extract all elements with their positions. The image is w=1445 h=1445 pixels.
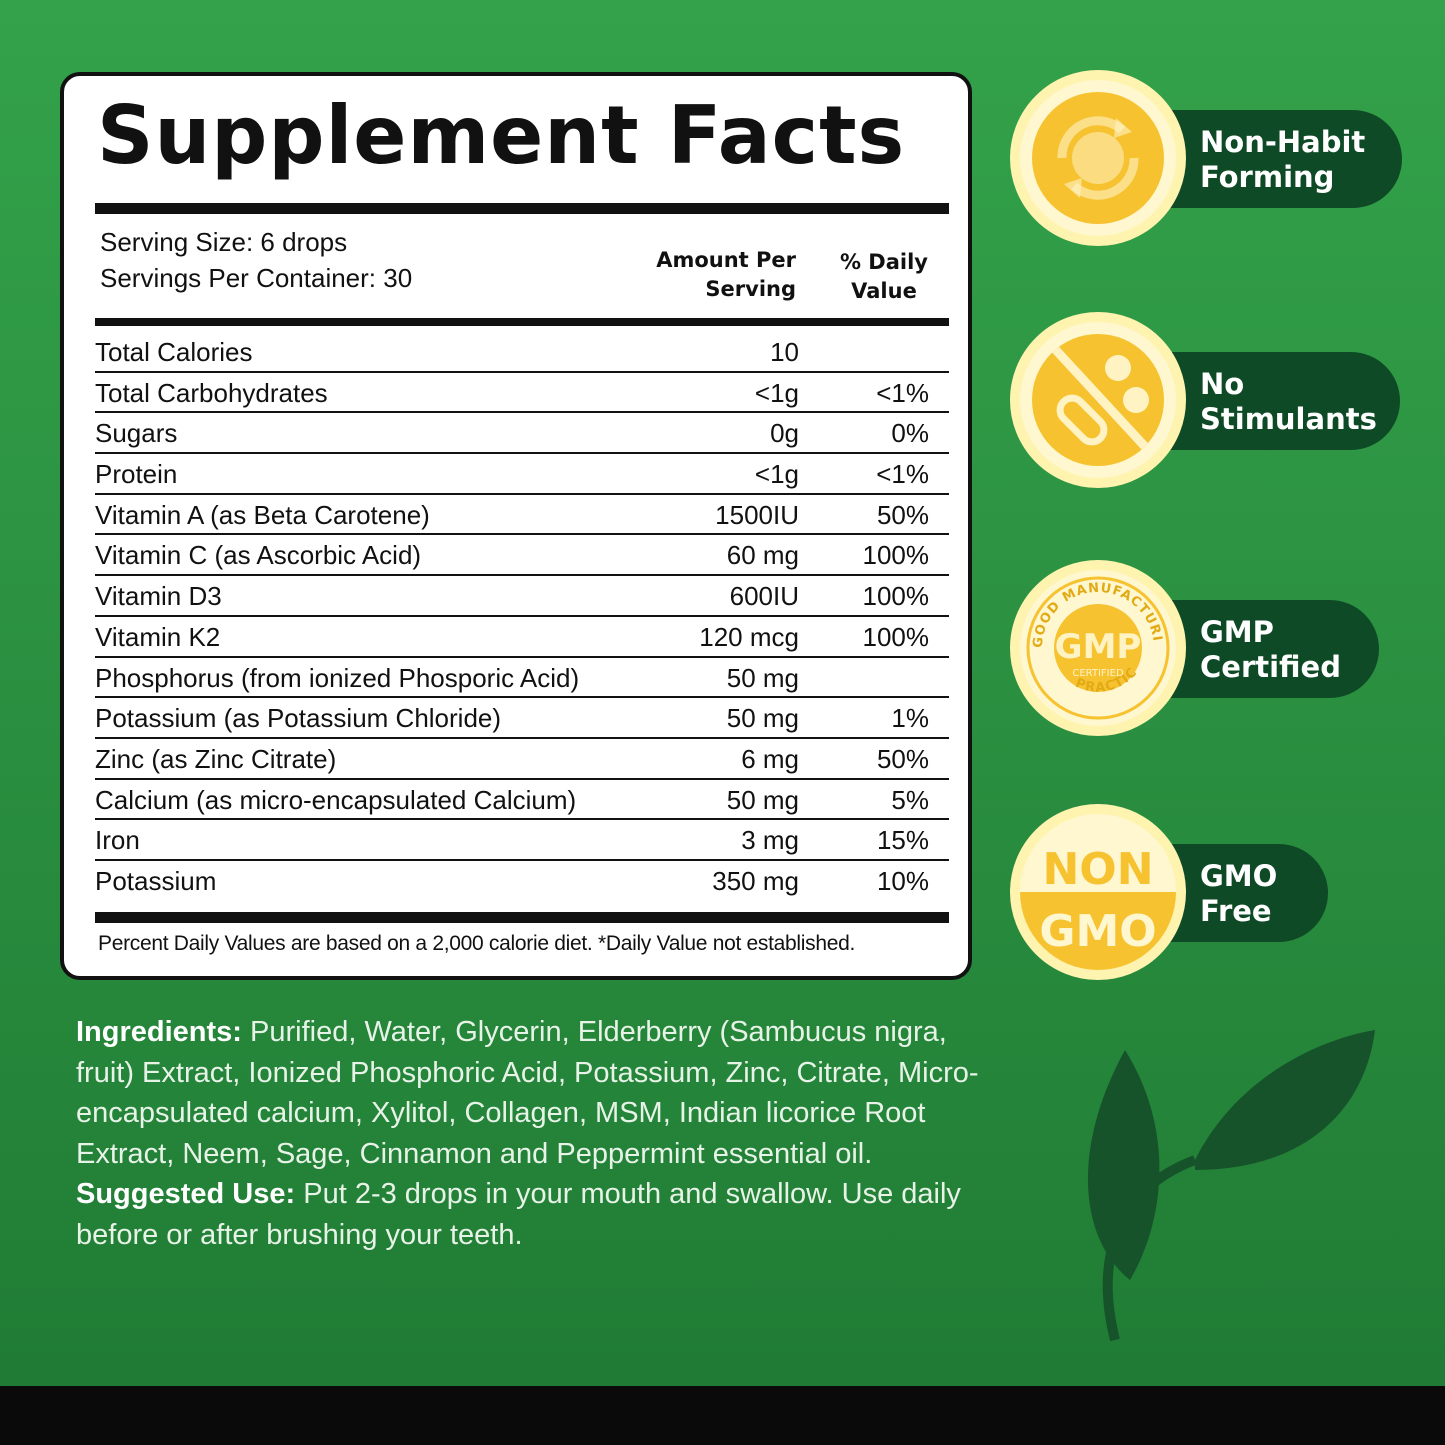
nutrient-name: Vitamin K2 bbox=[95, 621, 221, 652]
nutrient-daily-value: 100% bbox=[862, 581, 930, 612]
badge-line1: Non-Habit bbox=[1200, 125, 1366, 159]
nutrient-daily-value: 0% bbox=[891, 418, 929, 449]
leaf-icon bbox=[1087, 1030, 1375, 1342]
nutrient-daily-value: 100% bbox=[862, 540, 930, 571]
table-row: Protein <1g <1% bbox=[95, 454, 949, 495]
table-row: Calcium (as micro-encapsulated Calcium) 5… bbox=[95, 780, 949, 821]
nutrient-name: Total Carbohydrates bbox=[95, 377, 328, 408]
nutrient-amount: 600IU bbox=[729, 581, 799, 612]
table-row: Phosphorus (from ionized Phosporic Acid)… bbox=[95, 658, 949, 699]
servings-per-container: Servings Per Container: 30 bbox=[100, 263, 413, 293]
gmo-text: GMO bbox=[1039, 906, 1156, 957]
title-divider bbox=[95, 203, 949, 214]
nutrient-amount: 0g bbox=[770, 418, 799, 449]
nutrient-amount: 50 mg bbox=[726, 784, 799, 815]
non-text: NON bbox=[1042, 844, 1153, 895]
daily-value-header: % Daily Value bbox=[839, 250, 928, 303]
facts-title: Supplement Facts bbox=[97, 89, 906, 182]
badge-no-stimulants: No Stimulants bbox=[1010, 312, 1410, 492]
table-row: Total Calories 10 bbox=[95, 332, 949, 373]
nutrient-daily-value: 10% bbox=[876, 865, 929, 896]
nutrient-amount: 350 mg bbox=[712, 865, 799, 896]
nutrient-daily-value: 15% bbox=[876, 825, 929, 856]
table-row: Vitamin C (as Ascorbic Acid) 60 mg 100% bbox=[95, 535, 949, 577]
nutrient-amount: 10 bbox=[770, 337, 799, 367]
nutrient-daily-value: 50% bbox=[876, 499, 929, 530]
table-row: Total Carbohydrates <1g <1% bbox=[95, 373, 949, 414]
table-row: Sugars 0g 0% bbox=[95, 413, 949, 455]
serving-size: Serving Size: 6 drops bbox=[100, 227, 348, 257]
nutrient-daily-value: 5% bbox=[891, 784, 929, 815]
badge-gmp-certified: GMP Certified GOOD MANUFACTURING PRACTIC… bbox=[1010, 560, 1410, 740]
ingredients-label: Ingredients: bbox=[76, 1016, 242, 1048]
nutrient-name: Vitamin C (as Ascorbic Acid) bbox=[95, 540, 422, 571]
nutrient-daily-value: 50% bbox=[876, 743, 929, 774]
nutrient-table: Total Calories 10 Total Carbohydrates <1g <1… bbox=[95, 332, 949, 902]
nutrient-amount: <1g bbox=[754, 459, 799, 490]
bottom-bar bbox=[0, 1386, 1445, 1445]
badge-line1: GMO bbox=[1200, 859, 1278, 893]
badge-line1: GMP bbox=[1200, 615, 1274, 649]
suggested-use-label: Suggested Use: bbox=[76, 1178, 296, 1210]
nutrient-daily-value: <1% bbox=[876, 377, 929, 408]
badge-label: GMP Certified bbox=[1200, 615, 1341, 685]
non-gmo-icon: NON GMO bbox=[1010, 804, 1186, 980]
nutrient-amount: 50 mg bbox=[726, 703, 799, 734]
supplement-facts-panel: Supplement Facts Serving Size: 6 drops S… bbox=[60, 72, 972, 980]
nutrient-name: Potassium bbox=[95, 865, 217, 896]
nutrient-amount: 120 mcg bbox=[699, 621, 799, 652]
nutrient-name: Iron bbox=[95, 825, 140, 856]
badge-line2: Free bbox=[1200, 894, 1272, 928]
badge-non-habit-forming: Non-Habit Forming bbox=[1010, 70, 1410, 250]
header-divider bbox=[95, 318, 949, 326]
nutrient-name: Calcium (as micro-encapsulated Calcium) bbox=[95, 784, 577, 815]
gmp-seal-icon: GOOD MANUFACTURING PRACTICE GMP CERTIFIE… bbox=[1010, 560, 1186, 736]
nutrient-name: Potassium (as Potassium Chloride) bbox=[95, 703, 502, 734]
nutrient-amount: 3 mg bbox=[741, 825, 799, 856]
nutrient-name: Vitamin A (as Beta Carotene) bbox=[95, 499, 430, 530]
nutrient-name: Vitamin D3 bbox=[95, 581, 222, 612]
table-row: Vitamin D3 600IU 100% bbox=[95, 576, 949, 617]
badge-line2: Certified bbox=[1200, 650, 1341, 684]
badge-label: GMO Free bbox=[1200, 859, 1277, 929]
gmp-seal-sub-text: CERTIFIED bbox=[1072, 668, 1124, 679]
badge-label: Non-Habit Forming bbox=[1200, 125, 1365, 195]
badge-gmo-free: GMO Free NON GMO bbox=[1010, 804, 1410, 984]
nutrient-name: Zinc (as Zinc Citrate) bbox=[95, 743, 337, 774]
daily-value-footnote: Percent Daily Values are based on a 2,00… bbox=[98, 932, 856, 955]
nutrient-amount: <1g bbox=[754, 377, 799, 408]
suggested-use-text: Put 2-3 drops in your mouth and swallow.… bbox=[76, 1178, 961, 1251]
amount-per-serving-header: Amount Per Serving bbox=[656, 248, 796, 301]
table-row: Iron 3 mg 15% bbox=[95, 820, 949, 861]
nutrient-name: Total Calories bbox=[95, 337, 253, 367]
table-bottom-divider bbox=[95, 912, 949, 923]
table-row: Potassium (as Potassium Chloride) 50 mg 1% bbox=[95, 698, 949, 739]
nutrient-daily-value: 100% bbox=[862, 621, 930, 652]
no-pills-icon bbox=[1010, 312, 1186, 488]
nutrient-daily-value: 1% bbox=[891, 703, 929, 734]
gmp-seal-center-text: GMP bbox=[1055, 627, 1142, 667]
nutrient-amount: 1500IU bbox=[715, 499, 799, 530]
badge-label: No Stimulants bbox=[1200, 367, 1377, 437]
badge-line2: Stimulants bbox=[1200, 402, 1377, 436]
nutrient-amount: 50 mg bbox=[726, 662, 799, 693]
table-row: Zinc (as Zinc Citrate) 6 mg 50% bbox=[95, 739, 949, 780]
table-row: Vitamin K2 120 mcg 100% bbox=[95, 617, 949, 658]
ingredients-block: Ingredients: Purified, Water, Glycerin, … bbox=[76, 1012, 1006, 1255]
nutrient-name: Protein bbox=[95, 459, 178, 490]
table-row: Potassium 350 mg 10% bbox=[95, 861, 949, 902]
nutrient-name: Sugars bbox=[95, 418, 178, 449]
nutrient-daily-value: <1% bbox=[876, 459, 929, 490]
nutrient-name: Phosphorus (from ionized Phosporic Acid) bbox=[95, 662, 580, 693]
ingredients-text: Purified, Water, Glycerin, Elderberry (S… bbox=[76, 1016, 979, 1170]
nutrient-amount: 60 mg bbox=[726, 540, 799, 571]
nutrient-amount: 6 mg bbox=[741, 743, 799, 774]
badge-line2: Forming bbox=[1200, 160, 1335, 194]
badge-line1: No bbox=[1200, 367, 1245, 401]
recycle-icon bbox=[1010, 70, 1186, 246]
table-row: Vitamin A (as Beta Carotene) 1500IU 50% bbox=[95, 495, 949, 536]
